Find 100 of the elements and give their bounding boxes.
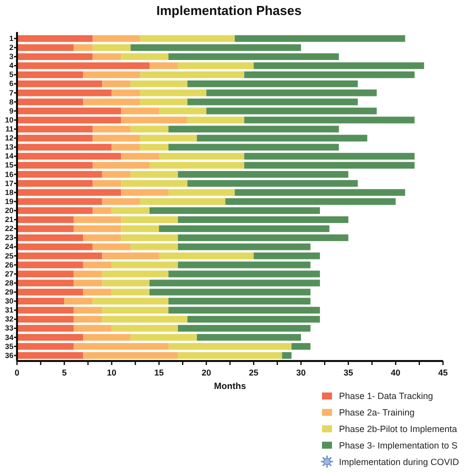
x-tick-label: 35 [344,368,354,378]
bar [168,306,320,314]
bar [121,152,159,160]
bar [168,343,292,350]
legend-label: Phase 3- Implementation to S [339,440,458,450]
bar [178,234,348,242]
bar [150,207,320,214]
bar [17,126,93,132]
legend-label: Phase 2a- Training [339,408,415,418]
bar [17,80,102,88]
bar [17,53,93,60]
bar [102,171,131,178]
bar [112,288,150,296]
bar [83,262,112,268]
bar [17,324,74,332]
bar [130,334,197,341]
bar [17,343,74,350]
bar [17,116,122,124]
bar [178,324,310,332]
bar [112,207,150,214]
bar [130,126,168,132]
bar [159,252,254,260]
bar [121,116,188,124]
bar [244,71,415,78]
chart-title: Implementation Phases [156,3,302,18]
bar [282,352,292,359]
bar [234,189,406,196]
bar [74,306,102,314]
bar [187,316,320,323]
bar [92,298,168,304]
bar [150,162,244,169]
x-tick-label: 10 [106,368,117,378]
bar [17,280,74,286]
bar [168,298,310,304]
bar [178,243,310,250]
bar [168,126,339,132]
bar [196,134,368,142]
bar [196,334,301,341]
bar [17,90,112,96]
bar [187,80,358,88]
bar [159,108,206,114]
bar [17,262,84,268]
bar [178,62,254,70]
bar [17,288,84,296]
bar [83,234,122,242]
bar [92,35,140,42]
bar [83,71,140,78]
bar [74,316,102,323]
x-tick-label: 40 [390,368,401,378]
bar [168,270,320,278]
bar [292,343,310,350]
bar [92,180,122,187]
bar [92,207,112,214]
bar [17,234,84,242]
bar [234,35,406,42]
legend-label: Phase 1- Data Tracking [339,391,434,402]
bar [17,298,64,304]
bar [102,306,168,314]
bar [92,162,150,169]
bar [130,243,178,250]
text: Implementation during COVID [339,456,460,467]
bar [17,189,122,196]
bar [121,108,159,114]
bar [17,152,122,160]
bar [178,352,282,359]
x-tick-label: 20 [202,368,212,378]
bar [17,108,122,114]
bar [17,198,102,205]
bar [121,180,188,187]
bar [150,288,310,296]
x-tick-label: 0 [14,368,20,378]
bar [244,162,415,169]
bar [74,280,102,286]
bar [159,152,244,160]
bar [17,62,150,70]
bar [74,44,93,51]
bar [159,225,330,232]
bar [17,252,102,260]
bar [74,343,168,350]
x-tick-label: 15 [154,368,164,378]
bar [168,189,235,196]
bar [187,98,358,106]
bar [17,306,74,314]
bar [121,216,178,223]
bar [83,98,140,106]
bar [17,35,93,42]
bar [17,162,93,169]
bar [244,116,415,124]
bar [92,243,131,250]
bar [112,262,178,268]
bar [17,316,74,323]
bar [17,216,74,223]
bar [112,144,140,151]
bar [206,108,377,114]
bar [92,44,131,51]
bar [83,334,131,341]
bar [121,189,168,196]
bar [17,207,93,214]
bar [102,252,159,260]
bar [140,134,197,142]
